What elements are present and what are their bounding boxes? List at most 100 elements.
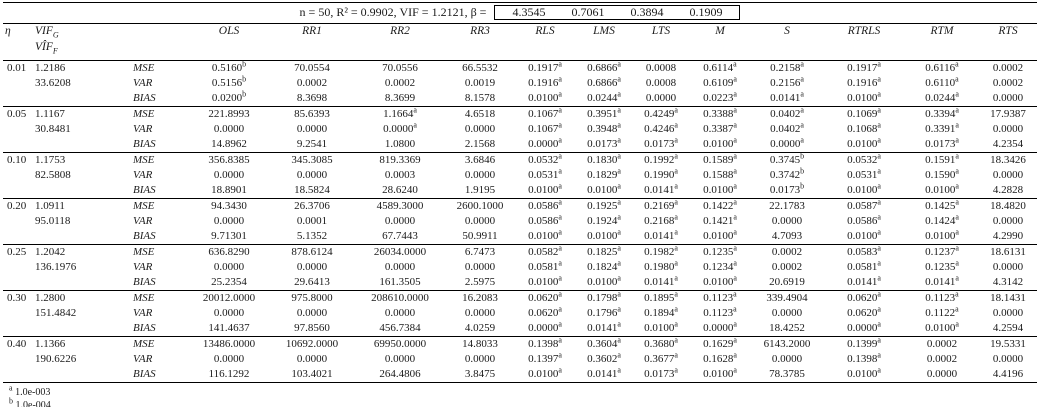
value-cell: 0.0000: [464, 214, 496, 227]
value-cell: 0.1398a: [847, 349, 881, 365]
table-row: 0.20 1.0911 MSE 94.3430 26.3706 4589.3000 2600…: [3, 197, 1037, 214]
footnote-b-marker: b: [9, 396, 13, 406]
value-cell: 0.0000: [464, 260, 496, 273]
value-cell: 0.0002: [771, 245, 803, 258]
scale-marker: a: [800, 73, 804, 83]
scale-marker: a: [558, 364, 562, 374]
value-cell: 339.4904: [766, 291, 808, 304]
scale-marker: a: [558, 257, 562, 267]
value-cell: 0.1424a: [925, 211, 959, 227]
scale-marker: a: [674, 165, 678, 175]
eta-value: 0.05: [7, 107, 27, 120]
stat-label: MSE: [133, 61, 155, 74]
scale-marker: a: [800, 134, 804, 144]
value-cell: 0.0000: [992, 214, 1024, 227]
scale-marker: a: [877, 88, 881, 98]
scale-marker: a: [674, 303, 678, 313]
scale-marker: a: [617, 150, 621, 160]
value-cell: 0.3948a: [587, 119, 621, 135]
value-cell: 0.0100a: [644, 318, 678, 334]
vif-f-value: 151.4842: [35, 306, 77, 319]
value-cell: 0.0141a: [587, 364, 621, 380]
table-row: BIAS 0.0200b 8.3698 8.3699 8.1578 0.0100a 0.02…: [3, 88, 1037, 107]
scale-marker: a: [558, 104, 562, 114]
eta-value: [3, 76, 33, 91]
value-cell: 0.1916a: [528, 73, 562, 89]
scale-marker: a: [617, 242, 621, 252]
scale-marker: a: [955, 134, 959, 144]
scale-marker: a: [617, 349, 621, 359]
value-cell: 0.0002: [296, 76, 328, 89]
stat-label: VAR: [133, 260, 153, 273]
column-header-s: S: [784, 25, 790, 37]
scale-marker: a: [617, 88, 621, 98]
eta-value: [3, 183, 33, 199]
footnotes: a 1.0e-003 b 1.0e-004: [3, 384, 1037, 407]
value-cell: 6.7473: [464, 245, 496, 258]
caption-stats: n = 50, R² = 0.9902, VIF = 1.2121, β =: [299, 5, 487, 19]
value-cell: 0.0000: [213, 306, 245, 319]
scale-marker: b: [800, 165, 805, 175]
table-row: 151.4842 VAR 0.0000 0.0000 0.0000 0.0000 0.062…: [3, 303, 1037, 321]
value-cell: 0.0100a: [925, 180, 959, 196]
scale-marker: a: [617, 226, 621, 236]
vif-f-value: [33, 275, 129, 291]
value-cell: 66.5532: [462, 61, 498, 74]
stat-label: MSE: [133, 199, 155, 212]
value-cell: 0.0620a: [847, 303, 881, 319]
vif-f-value: [33, 91, 129, 107]
value-cell: 18.1431: [990, 291, 1026, 304]
value-cell: 0.1590a: [925, 165, 959, 181]
scale-marker: a: [558, 349, 562, 359]
value-cell: 0.1123a: [925, 288, 959, 304]
scale-marker: a: [558, 165, 562, 175]
eta-value: 0.10: [7, 153, 27, 166]
value-cell: 0.0000: [992, 168, 1024, 181]
value-cell: 4.2354: [992, 137, 1024, 150]
value-cell: 19.5331: [990, 337, 1026, 350]
scale-marker: a: [955, 257, 959, 267]
value-cell: 0.0100a: [528, 88, 562, 104]
value-cell: 0.1982a: [644, 242, 678, 258]
stat-label: VAR: [133, 306, 153, 319]
eta-group: 0.20 1.0911 MSE 94.3430 26.3706 4589.3000 2600…: [3, 197, 1037, 244]
column-header-rr1: RR1: [302, 25, 322, 37]
scale-marker: a: [674, 226, 678, 236]
scale-marker: a: [733, 211, 737, 221]
vif-g-value: 1.2186: [35, 61, 66, 74]
value-cell: 0.3745b: [769, 150, 805, 166]
value-cell: 9.71301: [211, 229, 247, 242]
stat-label: BIAS: [133, 229, 156, 242]
vif-g-value: 1.1366: [35, 337, 66, 350]
value-cell: 0.0000: [771, 306, 803, 319]
value-cell: 2600.1000: [456, 199, 504, 212]
value-cell: 0.2156a: [770, 73, 804, 89]
scale-marker: a: [733, 165, 737, 175]
value-cell: 0.0620a: [528, 288, 562, 304]
scale-marker: b: [800, 180, 805, 190]
value-cell: 0.0000a: [528, 318, 562, 334]
scale-marker: a: [955, 180, 959, 190]
eta-value: 0.01: [7, 61, 27, 74]
eta-value: [3, 321, 33, 337]
value-cell: 0.0000: [464, 306, 496, 319]
value-cell: 0.0581a: [528, 257, 562, 273]
stat-label: BIAS: [133, 321, 156, 334]
value-cell: 878.6124: [291, 245, 333, 258]
value-cell: 29.6413: [294, 275, 330, 288]
value-cell: 18.8901: [211, 183, 247, 196]
value-cell: 0.5160b: [211, 58, 247, 74]
value-cell: 0.0019: [464, 76, 496, 89]
eta-value: [3, 122, 33, 137]
value-cell: 0.1629a: [703, 334, 737, 350]
value-cell: 0.0002: [992, 61, 1024, 74]
stat-label: VAR: [133, 214, 153, 227]
value-cell: 456.7384: [379, 321, 421, 334]
table-row: 0.05 1.1167 MSE 221.8993 85.6393 1.1664a 4.651…: [3, 104, 1037, 122]
scale-marker: a: [674, 242, 678, 252]
scale-marker: a: [558, 303, 562, 313]
scale-marker: a: [877, 119, 881, 129]
scale-marker: a: [877, 211, 881, 221]
value-cell: 0.3604a: [587, 334, 621, 350]
value-cell: 0.1421a: [703, 211, 737, 227]
